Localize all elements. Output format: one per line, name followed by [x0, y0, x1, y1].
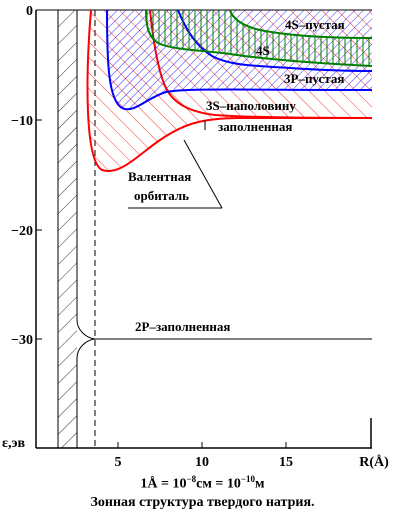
x-tick-label: 15	[279, 455, 293, 470]
units-part-a: 1Å = 10	[140, 476, 187, 492]
x-tick-label: 10	[195, 455, 209, 470]
4s-band-fill	[146, 10, 372, 66]
x-axis-label: R(Å)	[359, 454, 389, 470]
y-tick-label: −30	[11, 333, 33, 348]
x-tick-label: 5	[115, 455, 122, 470]
units-exp-1: −8	[186, 474, 197, 484]
units-caption: 1Å = 10−8см = 10−10м	[0, 474, 405, 493]
valence-leader-diagonal	[183, 139, 223, 209]
core-boundary-lower	[76, 319, 96, 448]
y-tick-marks	[36, 119, 42, 340]
figure-title: Зонная структура твердого натрия.	[90, 495, 315, 510]
label-4s-empty: 4S–пустая	[285, 17, 345, 32]
x-tick-marks	[117, 442, 287, 448]
3s-band-lower-edge	[86, 10, 372, 173]
label-3p-empty: 3P–пустая	[284, 71, 344, 86]
label-2p-filled: 2P–заполненная	[135, 319, 230, 334]
4s-band-upper-edge	[229, 10, 372, 39]
units-part-c: м	[255, 476, 265, 492]
label-3s-half-line2: заполненная	[218, 119, 292, 134]
y-axis-label: ε,эв	[2, 436, 26, 451]
label-3s-half-line1: 3S–наполовину	[206, 98, 296, 113]
label-4s: 4S	[256, 43, 270, 58]
label-valence-line1: Валентная	[128, 169, 191, 184]
label-valence-line2: орбиталь	[134, 188, 189, 203]
units-exp-2: −10	[240, 474, 256, 484]
4s-band-lower-edge	[145, 10, 372, 67]
units-part-b: см = 10	[196, 476, 241, 492]
ion-core-region	[58, 10, 77, 448]
y-tick-label: −20	[11, 224, 33, 239]
y-tick-label: −10	[11, 114, 33, 129]
y-tick-label: 0	[26, 4, 33, 19]
3p-band-lower-edge	[106, 10, 372, 111]
